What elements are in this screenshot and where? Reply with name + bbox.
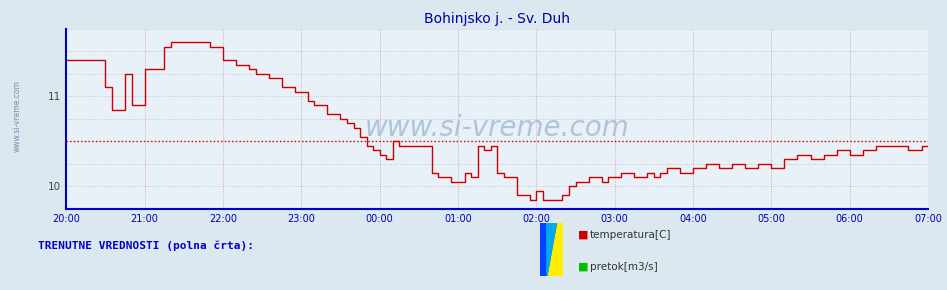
Polygon shape — [546, 223, 563, 276]
Polygon shape — [540, 223, 556, 276]
Text: ■: ■ — [578, 230, 588, 240]
Title: Bohinjsko j. - Sv. Duh: Bohinjsko j. - Sv. Duh — [424, 12, 570, 26]
Polygon shape — [546, 223, 556, 276]
Text: www.si-vreme.com: www.si-vreme.com — [365, 114, 630, 142]
Text: ■: ■ — [578, 262, 588, 272]
Text: pretok[m3/s]: pretok[m3/s] — [590, 262, 658, 272]
Text: TRENUTNE VREDNOSTI (polna črta):: TRENUTNE VREDNOSTI (polna črta): — [38, 241, 254, 251]
Text: www.si-vreme.com: www.si-vreme.com — [12, 80, 22, 152]
Text: temperatura[C]: temperatura[C] — [590, 230, 671, 240]
